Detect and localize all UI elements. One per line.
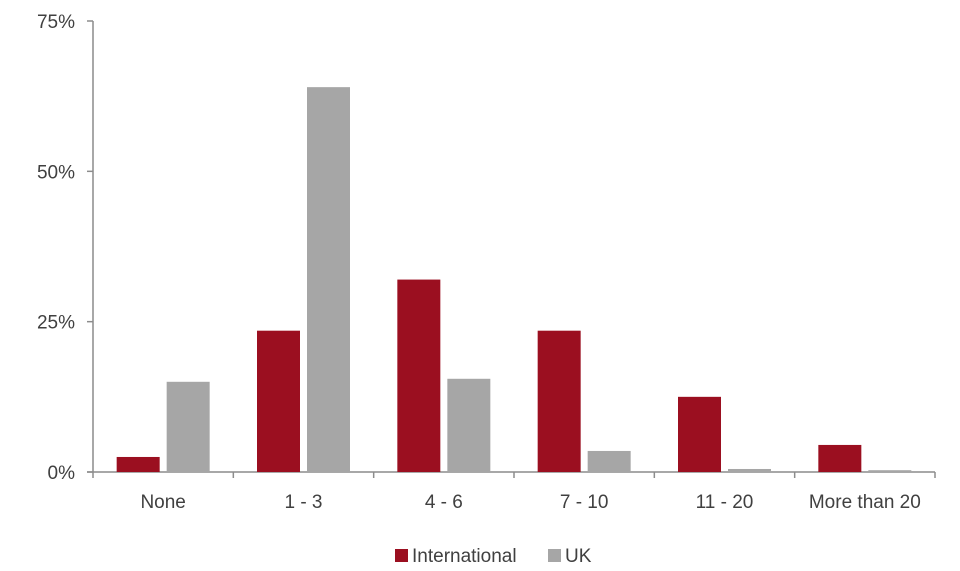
bar-international	[678, 396, 721, 472]
x-category-label: 7 - 10	[560, 492, 609, 513]
legend-swatch-international	[395, 549, 408, 562]
bar-uk	[166, 381, 210, 472]
bar-uk	[447, 378, 491, 472]
x-category-label: None	[140, 492, 185, 513]
bar-international	[537, 330, 581, 472]
y-axis-ticks: 0% 25% 50% 75%	[37, 12, 93, 484]
legend-label: UK	[565, 546, 592, 567]
bar-international	[116, 456, 160, 472]
x-category-label: 4 - 6	[425, 492, 463, 513]
y-tick-label: 75%	[37, 12, 75, 33]
x-category-label: More than 20	[809, 492, 921, 513]
bar-international	[257, 330, 300, 472]
chart-axes	[87, 21, 936, 478]
x-category-label: 11 - 20	[696, 492, 754, 513]
y-tick-label: 0%	[48, 463, 76, 484]
x-axis-labels: None 1 - 3 4 - 6 7 - 10 11 - 20 More than 20	[140, 492, 920, 513]
bar-uk	[868, 470, 912, 472]
y-tick-label: 50%	[37, 162, 75, 183]
legend-label: International	[412, 546, 517, 567]
bar-international	[397, 279, 441, 472]
x-category-label: 1 - 3	[284, 492, 322, 513]
chart-bars	[116, 87, 912, 472]
y-tick-label: 25%	[37, 313, 75, 334]
bar-uk	[307, 87, 350, 472]
chart-legend: International UK	[395, 546, 592, 567]
bar-international	[818, 444, 862, 472]
legend-swatch-uk	[548, 549, 561, 562]
bar-uk	[587, 450, 631, 472]
bar-uk	[728, 468, 771, 472]
